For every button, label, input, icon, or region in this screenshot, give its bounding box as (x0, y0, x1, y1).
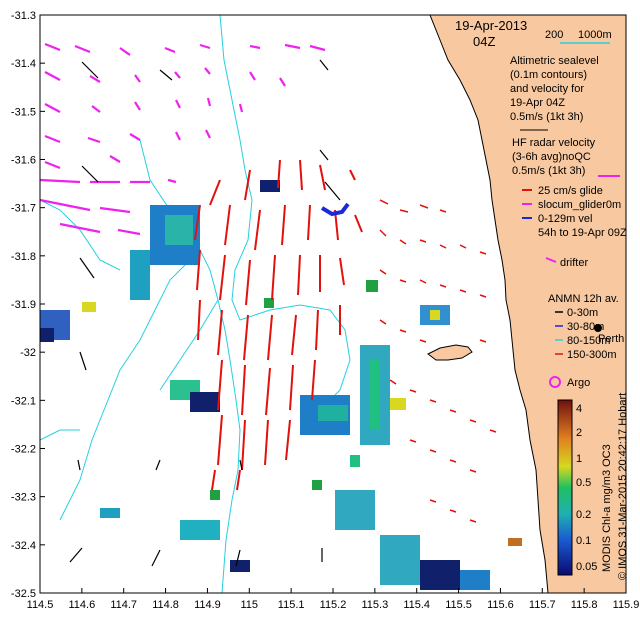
colorbar-tick-01: 0.1 (576, 535, 591, 547)
scale-right: 1000m (578, 29, 612, 41)
colorbar-tick-4: 4 (576, 403, 582, 415)
x-tick-label: 115.3 (361, 599, 388, 611)
legend-drifter: drifter (560, 257, 588, 269)
legend-hf-line3: 0.5m/s (1kt 3h) (512, 165, 585, 177)
x-tick-label: 114.5 (27, 599, 54, 611)
y-tick-label: -32.5 (11, 588, 36, 600)
colorbar-tick-1: 1 (576, 453, 582, 465)
date-label: 19-Apr-2013 (455, 18, 527, 33)
argo-marker (549, 376, 561, 388)
y-tick-label: -31.4 (11, 58, 36, 70)
rottnest-island (427, 344, 473, 361)
legend-alt-line1: Altimetric sealevel (510, 55, 599, 67)
x-tick-label: 115.8 (571, 599, 598, 611)
x-tick-label: 115.1 (278, 599, 305, 611)
x-axis: 114.5 114.6 114.7 114.8 114.9 115 115.1 115.2 11… (27, 588, 640, 611)
legend-alt-line3: and velocity for (510, 83, 584, 95)
y-tick-label: -31.9 (11, 299, 36, 311)
scale-left: 200 (545, 29, 563, 41)
colorbar-tick-05: 0.5 (576, 477, 591, 489)
hf-radar-arrows (194, 159, 363, 491)
legend-alt-line5: 0.5m/s (1kt 3h) (510, 111, 583, 123)
hf-radar-legend: HF radar velocity (3-6h avg)noQC 0.5m/s … (512, 137, 620, 177)
anmn-arrows (69, 59, 341, 567)
glider-track (320, 202, 350, 217)
y-tick-label: -31.6 (11, 155, 36, 167)
argo-label: Argo (567, 377, 590, 389)
perth-marker (594, 324, 602, 332)
time-label: 04Z (473, 34, 495, 49)
y-tick-label: -32.4 (11, 540, 36, 552)
x-tick-label: 114.9 (194, 599, 221, 611)
colorbar-tick-2: 2 (576, 427, 582, 439)
colorbar: 4 2 1 0.5 0.2 0.1 0.05 (557, 399, 597, 576)
glider-legend: 25 cm/s glide slocum_glider0m 0-129m vel… (522, 185, 627, 239)
legend-hf-line2: (3-6h avg)noQC (512, 151, 591, 163)
y-tick-label: -31.3 (11, 10, 36, 22)
y-tick-label: -32 (20, 347, 36, 359)
x-tick-label: 115.7 (529, 599, 556, 611)
x-tick-label: 115.6 (487, 599, 514, 611)
chlorophyll-patches (40, 180, 522, 590)
x-tick-label: 114.8 (152, 599, 179, 611)
legend-anmn-title: ANMN 12h av. (548, 293, 619, 305)
colorbar-gradient (557, 399, 573, 576)
legend-glider-line1: 25 cm/s glide (538, 185, 603, 197)
x-tick-label: 115.4 (403, 599, 430, 611)
legend-glider-line3: 0-129m vel (538, 213, 592, 225)
x-tick-label: 115.2 (320, 599, 347, 611)
legend-alt-line2: (0.1m contours) (510, 69, 587, 81)
credit-label: © IMOS 31-Mar-2015 20:42:17 Hobart (617, 393, 629, 580)
legend-anmn-item3: 80-150m (567, 335, 610, 347)
y-tick-label: -31.8 (11, 251, 36, 263)
x-tick-label: 114.6 (68, 599, 95, 611)
legend-anmn-item1: 0-30m (567, 307, 598, 319)
legend-alt-line4: 19-Apr 04Z (510, 97, 565, 109)
y-tick-label: -31.5 (11, 106, 36, 118)
x-tick-label: 115.9 (613, 599, 640, 611)
y-tick-label: -32.1 (11, 395, 36, 407)
legend-drifter-arrow (545, 257, 557, 263)
colorbar-label: MODIS Chl-a mg/m3 OC3 (601, 444, 613, 572)
y-tick-label: -31.7 (11, 203, 36, 215)
legend-glider-line2: slocum_glider0m (538, 199, 621, 211)
perth-label: Perth (598, 333, 624, 345)
y-tick-label: -32.3 (11, 492, 36, 504)
colorbar-tick-02: 0.2 (576, 509, 591, 521)
hf-radar-small-arrows (379, 199, 497, 523)
x-tick-label: 114.7 (110, 599, 137, 611)
altimetry-legend: Altimetric sealevel (0.1m contours) and … (510, 55, 599, 131)
x-tick-label: 115 (241, 599, 259, 611)
anmn-legend: ANMN 12h av. 0-30m 30-80m 80-150m 150-30… (548, 293, 619, 361)
legend-glider-line4: 54h to 19-Apr 09Z (538, 227, 627, 239)
colorbar-tick-005: 0.05 (576, 561, 597, 573)
legend-hf-line1: HF radar velocity (512, 137, 596, 149)
coastline-land (429, 14, 627, 594)
legend-anmn-item4: 150-300m (567, 349, 617, 361)
altimetry-arrows (39, 42, 326, 236)
y-tick-label: -32.2 (11, 444, 36, 456)
y-axis: -31.3 -31.4 -31.5 -31.6 -31.7 -31.8 -31.9 -32 -3… (11, 10, 45, 600)
x-tick-label: 115.5 (445, 599, 472, 611)
